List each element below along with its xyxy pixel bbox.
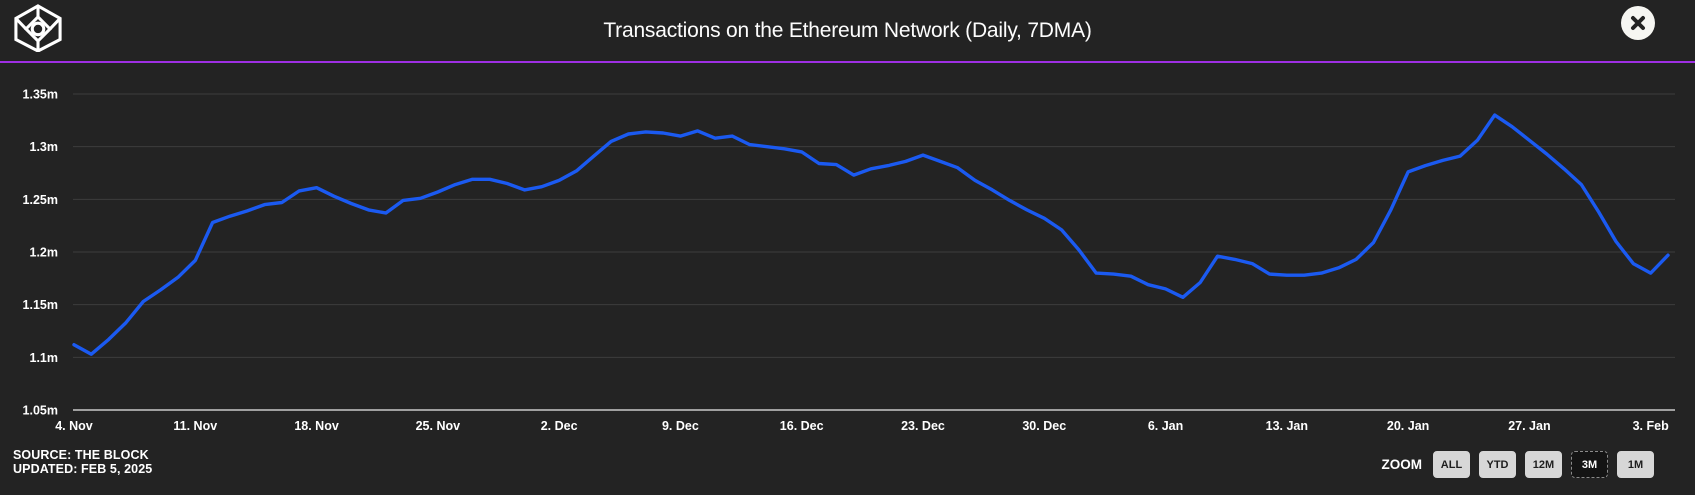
zoom-range-button-ytd[interactable]: YTD <box>1479 451 1516 478</box>
y-tick-label: 1.3m <box>30 140 59 154</box>
x-tick-label: 16. Dec <box>780 419 824 433</box>
x-tick-label: 23. Dec <box>901 419 945 433</box>
source-attribution: SOURCE: THE BLOCK UPDATED: FEB 5, 2025 <box>13 448 153 476</box>
chart-title: Transactions on the Ethereum Network (Da… <box>603 18 1092 42</box>
x-tick-label: 13. Jan <box>1266 419 1308 433</box>
updated-line: UPDATED: FEB 5, 2025 <box>13 461 153 476</box>
x-tick-label: 4. Nov <box>55 419 93 433</box>
zoom-range-button-3m[interactable]: 3M <box>1571 451 1608 478</box>
source-line: SOURCE: THE BLOCK <box>13 448 149 462</box>
x-tick-label: 20. Jan <box>1387 419 1429 433</box>
zoom-range-button-all[interactable]: ALL <box>1433 451 1470 478</box>
x-tick-label: 25. Nov <box>416 419 461 433</box>
zoom-range-button-1m[interactable]: 1M <box>1617 451 1654 478</box>
x-tick-label: 6. Jan <box>1148 419 1183 433</box>
zoom-label: ZOOM <box>1381 457 1423 472</box>
y-axis-labels: 1.35m 1.3m 1.25m 1.2m 1.15m 1.1m 1.05m <box>23 88 58 418</box>
y-tick-label: 1.25m <box>23 193 58 207</box>
x-tick-label: 11. Nov <box>173 419 217 433</box>
gridlines <box>73 93 1675 411</box>
zoom-range-button-12m[interactable]: 12M <box>1525 451 1562 478</box>
x-axis-labels: 4. Nov 11. Nov 18. Nov 25. Nov 2. Dec 9. Dec 1… <box>55 419 1669 433</box>
x-tick-label: 2. Dec <box>541 419 578 433</box>
header-divider <box>0 61 1695 63</box>
zoom-controls: ZOOM ALL YTD 12M 3M 1M <box>1381 451 1654 478</box>
y-tick-label: 1.15m <box>23 298 58 312</box>
the-block-cube-logo <box>14 4 62 52</box>
transactions-series-line <box>72 113 1670 356</box>
x-tick-label: 30. Dec <box>1022 419 1066 433</box>
y-tick-label: 1.2m <box>30 246 59 260</box>
x-tick-label: 3. Feb <box>1633 419 1669 433</box>
x-tick-label: 18. Nov <box>294 419 339 433</box>
close-button[interactable] <box>1621 6 1655 40</box>
x-tick-label: 27. Jan <box>1508 419 1550 433</box>
y-tick-label: 1.05m <box>23 404 58 418</box>
y-tick-label: 1.1m <box>30 351 59 365</box>
x-tick-label: 9. Dec <box>662 419 699 433</box>
header: Transactions on the Ethereum Network (Da… <box>0 0 1695 61</box>
close-x-icon <box>1631 16 1645 30</box>
y-tick-label: 1.35m <box>23 88 58 102</box>
